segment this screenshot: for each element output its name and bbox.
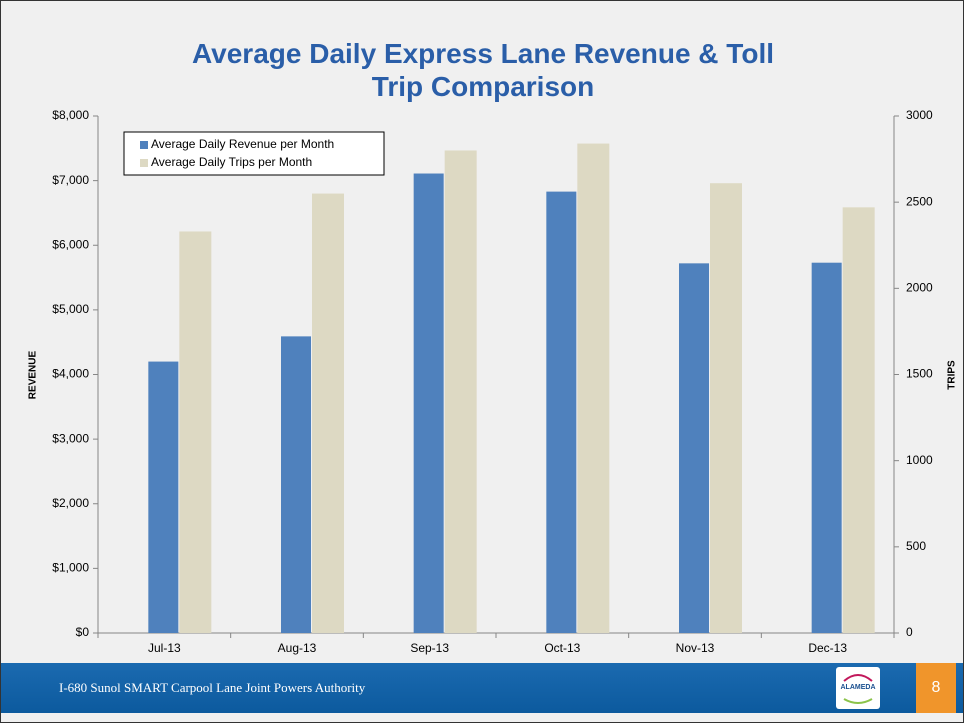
page-number: 8 — [916, 663, 956, 713]
y-tick-label: $3,000 — [52, 431, 89, 445]
bar — [811, 262, 842, 633]
bar — [444, 150, 477, 633]
x-tick-label: Dec-13 — [808, 641, 847, 655]
y-tick-label: $7,000 — [52, 173, 89, 187]
footer: I-680 Sunol SMART Carpool Lane Joint Pow… — [1, 663, 963, 713]
chart-title: Average Daily Express Lane Revenue & Tol… — [191, 38, 774, 102]
y-tick-label: $1,000 — [52, 561, 89, 575]
footer-text: I-680 Sunol SMART Carpool Lane Joint Pow… — [59, 680, 366, 695]
bar — [679, 263, 709, 633]
legend-swatch — [140, 141, 148, 149]
bar — [842, 207, 875, 633]
y-axis-label: REVENUE — [28, 351, 39, 400]
bar — [710, 183, 742, 633]
legend: Average Daily Revenue per Month Average D… — [123, 131, 385, 176]
bar — [413, 173, 444, 634]
y-tick-label: $6,000 — [52, 237, 89, 251]
logo: ALAMEDA — [836, 667, 880, 709]
logo-arc — [843, 698, 873, 704]
y2-tick-label: 2500 — [906, 194, 933, 208]
legend-label: Average Daily Revenue per Month — [151, 137, 334, 151]
x-tick-label: Aug-13 — [278, 641, 317, 655]
bar — [179, 231, 212, 634]
y2-axis-label: TRIPS — [947, 360, 958, 390]
y-tick-label: $5,000 — [52, 302, 89, 316]
x-tick-label: Sep-13 — [410, 641, 449, 655]
logo-text: ALAMEDA — [840, 684, 876, 691]
x-tick-label: Jul-13 — [148, 641, 181, 655]
y2-tick-label: 0 — [906, 625, 913, 639]
bar — [546, 191, 577, 633]
logo-arc — [843, 674, 873, 682]
logo-art — [843, 674, 873, 704]
legend-box — [123, 131, 385, 176]
y-tick-label: $0 — [76, 625, 90, 639]
legend-label: Average Daily Trips per Month — [151, 155, 312, 169]
legend-swatch — [140, 159, 148, 167]
bar — [312, 193, 344, 634]
y-tick-label: $8,000 — [52, 108, 89, 122]
y-tick-label: $2,000 — [52, 496, 89, 510]
bar — [148, 361, 179, 633]
x-tick-label: Nov-13 — [676, 641, 715, 655]
bar — [281, 336, 311, 633]
y2-tick-label: 1500 — [906, 367, 933, 381]
y2-tick-label: 2000 — [906, 281, 933, 295]
y2-tick-label: 500 — [906, 539, 926, 553]
y2-tick-label: 3000 — [906, 108, 933, 122]
y-tick-label: $4,000 — [52, 367, 89, 381]
chart: $0 $1,000 $2,000 $3,000 $4,000 $5,000 $6,000 $7… — [28, 108, 958, 655]
x-tick-label: Oct-13 — [544, 641, 580, 655]
bar — [577, 143, 610, 633]
y2-tick-label: 1000 — [906, 453, 933, 467]
